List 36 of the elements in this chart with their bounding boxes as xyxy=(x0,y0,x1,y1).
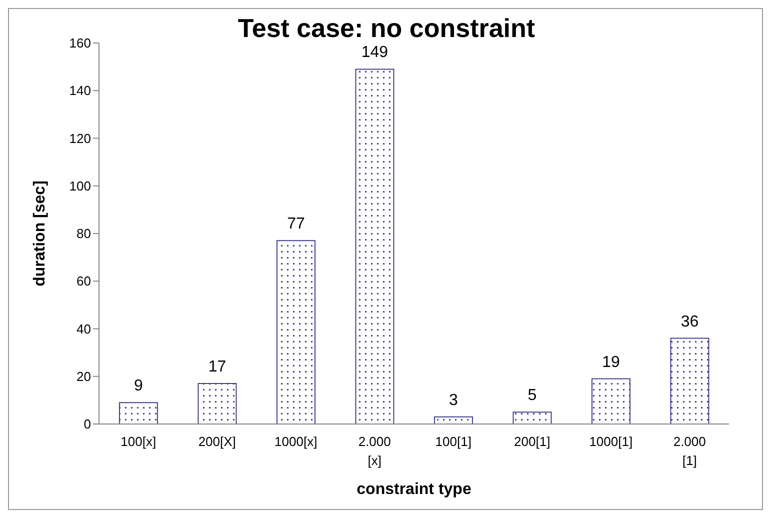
y-tick-label: 100 xyxy=(69,178,91,194)
bar xyxy=(118,402,158,424)
x-axis-title: constraint type xyxy=(356,481,472,498)
bar xyxy=(198,383,237,424)
bar xyxy=(434,416,473,424)
bar xyxy=(355,68,394,424)
data-label: 17 xyxy=(208,358,226,376)
chart-title: Test case: no constraint xyxy=(238,13,536,43)
x-tick-label: 200[X] xyxy=(198,434,236,449)
data-label: 149 xyxy=(361,44,388,62)
data-label: 77 xyxy=(287,216,305,233)
y-tick-label: 140 xyxy=(69,83,91,98)
bar xyxy=(591,378,630,424)
bar xyxy=(276,240,316,424)
y-tick-label: 60 xyxy=(76,274,91,289)
bar xyxy=(512,412,552,424)
data-label: 9 xyxy=(134,378,144,395)
x-tick-label: 2.000 [1] xyxy=(673,434,706,468)
y-tick-label: 160 xyxy=(69,36,91,51)
y-axis-title: duration [sec] xyxy=(32,180,49,286)
x-tick-label: 100[1] xyxy=(435,434,472,449)
bar xyxy=(670,338,710,424)
data-label: 36 xyxy=(680,313,699,330)
data-label: 3 xyxy=(449,392,458,409)
data-label: 19 xyxy=(602,354,620,371)
y-tick-label: 40 xyxy=(76,321,91,336)
y-tick-label: 80 xyxy=(76,226,91,242)
x-tick-label: 1000[x] xyxy=(274,434,318,449)
y-tick-label: 120 xyxy=(69,130,91,146)
y-tick-label: 20 xyxy=(76,368,91,384)
data-label: 5 xyxy=(528,387,537,404)
x-tick-label: 100[x] xyxy=(120,434,156,449)
x-tick-label: 2.000 [x] xyxy=(358,434,391,468)
x-tick-label: 200[1] xyxy=(514,434,550,449)
x-tick-label: 1000[1] xyxy=(589,434,633,449)
y-tick-label: 0 xyxy=(84,416,91,432)
